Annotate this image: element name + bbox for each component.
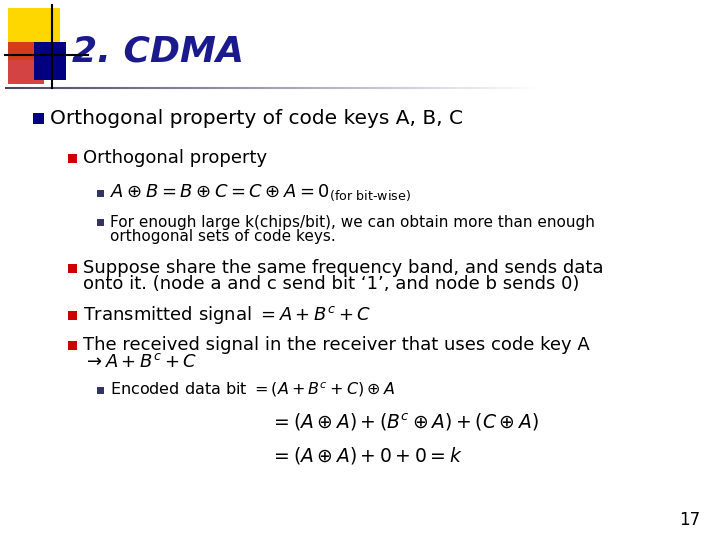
Text: $\rightarrow A + B^c + C$: $\rightarrow A + B^c + C$ [83,353,197,371]
Text: Transmitted signal $= A + B^c + C$: Transmitted signal $= A + B^c + C$ [83,304,372,326]
Text: Orthogonal property of code keys A, B, C: Orthogonal property of code keys A, B, C [50,109,463,127]
Text: Encoded data bit $= (A + B^c + C) \oplus A$: Encoded data bit $= (A + B^c + C) \oplus… [110,381,395,399]
Bar [96,387,104,394]
Bar [8,42,44,84]
Bar [68,153,76,163]
Text: 17: 17 [679,511,700,529]
Bar [68,310,76,320]
Bar [32,112,43,124]
Text: orthogonal sets of code keys.: orthogonal sets of code keys. [110,230,336,245]
Bar [96,190,104,197]
Text: Orthogonal property: Orthogonal property [83,149,267,167]
Text: Suppose share the same frequency band, and sends data: Suppose share the same frequency band, a… [83,259,603,277]
Text: onto it. (node a and c send bit ‘1’, and node b sends 0): onto it. (node a and c send bit ‘1’, and… [83,275,580,293]
Bar [68,264,76,273]
Text: $= (A \oplus A) + 0 + 0 = k$: $= (A \oplus A) + 0 + 0 = k$ [270,444,463,465]
Bar [96,219,104,226]
Text: 2. CDMA: 2. CDMA [72,35,244,69]
Text: $A \oplus B = B \oplus C = C \oplus A = 0$$_{\mathsf{(for\ bit\text{-}wise)}}$: $A \oplus B = B \oplus C = C \oplus A = … [110,183,411,203]
Bar [8,8,60,60]
Text: $= (A \oplus A) + (B^c \oplus A) + (C \oplus A)$: $= (A \oplus A) + (B^c \oplus A) + (C \o… [270,411,539,433]
Text: The received signal in the receiver that uses code key A: The received signal in the receiver that… [83,336,590,354]
Text: For enough large k(chips/bit), we can obtain more than enough: For enough large k(chips/bit), we can ob… [110,214,595,230]
Bar [34,42,66,80]
Bar [68,341,76,349]
